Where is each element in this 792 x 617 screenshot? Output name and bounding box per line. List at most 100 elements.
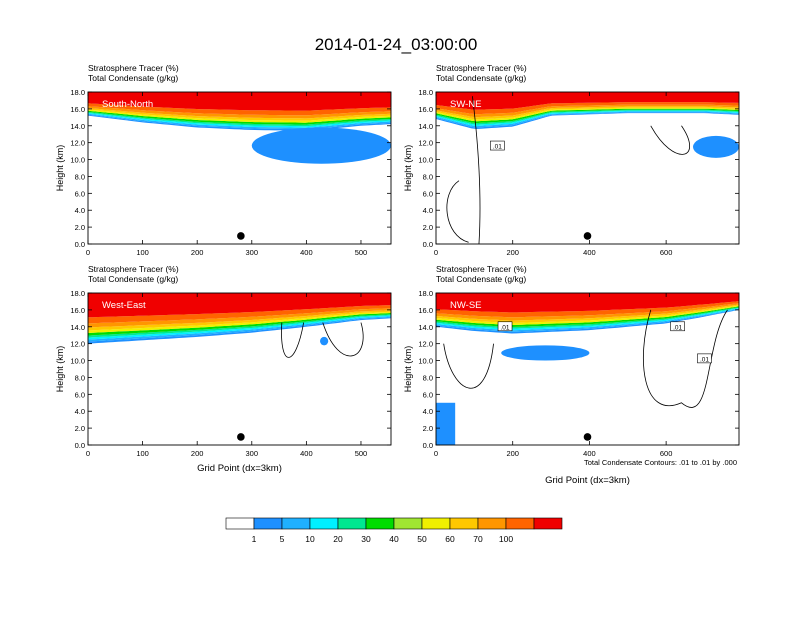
x-tick-label: 200 (506, 248, 519, 257)
tracer-band (88, 110, 391, 125)
tracer-band (88, 109, 391, 123)
tracer-band (436, 307, 739, 329)
y-tick-label: 4.0 (75, 407, 85, 416)
colorbar-swatch (309, 517, 339, 530)
tracer-band (436, 92, 739, 110)
tracer-band (436, 301, 739, 318)
y-tick-label: 0.0 (423, 240, 433, 249)
panel-sw-ne: Stratosphere Tracer (%)Total Condensate … (403, 63, 740, 257)
colorbar-swatch (337, 517, 367, 530)
tracer-band (436, 306, 739, 327)
tracer-band (436, 305, 739, 325)
condensate-contour (446, 96, 481, 244)
panel-label: South-North (102, 99, 153, 110)
figure-title: 2014-01-24_03:00:00 (315, 35, 478, 54)
y-tick-label: 2.0 (423, 424, 433, 433)
colorbar-swatch (393, 517, 423, 530)
y-tick-label: 14.0 (70, 323, 85, 332)
panel-subtitle: Total Condensate (g/kg) (436, 274, 526, 284)
x-tick-label: 200 (191, 449, 204, 458)
y-tick-label: 8.0 (423, 373, 433, 382)
x-tick-label: 0 (434, 449, 438, 458)
tracer-band (436, 303, 739, 321)
x-tick-label: 100 (136, 449, 149, 458)
colorbar-swatch (225, 517, 255, 530)
y-tick-label: 16.0 (70, 306, 85, 315)
tracer-band (88, 114, 391, 131)
x-tick-label: 400 (300, 449, 313, 458)
location-marker (237, 433, 245, 441)
colorbar-label: 10 (305, 534, 315, 544)
tracer-band (436, 293, 739, 313)
contour-label: .01 (700, 356, 709, 363)
panel-west-east: Stratosphere Tracer (%)Total Condensate … (55, 264, 392, 474)
colorbar-label: 100 (499, 534, 513, 544)
panel-title: Stratosphere Tracer (%) (88, 264, 179, 274)
colorbar-swatch (449, 517, 479, 530)
y-tick-label: 4.0 (75, 206, 85, 215)
colorbar-label: 5 (280, 534, 285, 544)
plot-frame (435, 91, 740, 245)
y-tick-label: 18.0 (418, 88, 433, 97)
x-tick-label: 400 (583, 449, 596, 458)
colorbar-label: 20 (333, 534, 343, 544)
y-tick-label: 6.0 (423, 390, 433, 399)
contour-label: .01 (493, 144, 502, 151)
colorbar-swatch (365, 517, 395, 530)
tracer-band (88, 293, 391, 318)
y-tick-label: 16.0 (418, 105, 433, 114)
location-marker (583, 433, 592, 441)
location-marker (583, 232, 592, 240)
contour-label: .01 (501, 324, 510, 331)
x-axis-label: Grid Point (dx=3km) (197, 463, 282, 474)
y-tick-label: 8.0 (75, 172, 85, 181)
contour-label-box (497, 321, 513, 332)
y-tick-label: 8.0 (423, 172, 433, 181)
x-tick-label: 100 (136, 248, 149, 257)
tracer-band (88, 112, 391, 128)
y-tick-label: 12.0 (70, 139, 85, 148)
x-tick-label: 600 (660, 449, 673, 458)
x-tick-label: 600 (660, 248, 673, 257)
x-tick-label: 0 (434, 248, 438, 257)
colorbar-swatch (253, 517, 283, 530)
y-axis-label: Height (km) (55, 145, 65, 192)
y-tick-label: 2.0 (75, 223, 85, 232)
contour-label-box (490, 140, 505, 151)
y-axis-label: Height (km) (55, 346, 65, 393)
y-tick-label: 6.0 (75, 390, 85, 399)
plot-area (88, 92, 391, 164)
colorbar-swatch (533, 517, 563, 530)
y-tick-label: 14.0 (418, 323, 433, 332)
y-tick-label: 18.0 (418, 289, 433, 298)
colorbar-label: 30 (361, 534, 371, 544)
tracer-patch (692, 135, 739, 158)
panel-title: Stratosphere Tracer (%) (436, 63, 527, 73)
x-tick-label: 200 (506, 449, 519, 458)
x-tick-label: 300 (246, 248, 259, 257)
y-tick-label: 0.0 (75, 441, 85, 450)
y-tick-label: 6.0 (423, 189, 433, 198)
y-tick-label: 10.0 (418, 357, 433, 366)
panel-title: Stratosphere Tracer (%) (88, 63, 179, 73)
x-tick-label: 0 (86, 248, 90, 257)
colorbar-swatch (281, 517, 311, 530)
x-tick-label: 200 (191, 248, 204, 257)
colorbar: 1 5 10 20 30 40 50 60 70 100 (225, 517, 563, 544)
panel-nw-se: Stratosphere Tracer (%)Total Condensate … (403, 264, 740, 486)
y-tick-label: 12.0 (418, 340, 433, 349)
colorbar-label: 1 (252, 534, 257, 544)
y-tick-label: 10.0 (418, 156, 433, 165)
tracer-band (88, 313, 391, 336)
y-tick-label: 18.0 (70, 289, 85, 298)
y-tick-label: 10.0 (70, 156, 85, 165)
plot-frame (87, 91, 392, 245)
plot-area (436, 92, 739, 244)
tracer-band (88, 92, 391, 111)
tracer-band (88, 106, 391, 119)
tracer-band (88, 103, 391, 116)
contour-note: Total Condensate Contours: .01 to .01 by… (584, 458, 737, 467)
y-tick-label: 4.0 (423, 206, 433, 215)
colorbar-label: 70 (473, 534, 483, 544)
panels: Stratosphere Tracer (%) Total Condensate … (55, 63, 740, 486)
